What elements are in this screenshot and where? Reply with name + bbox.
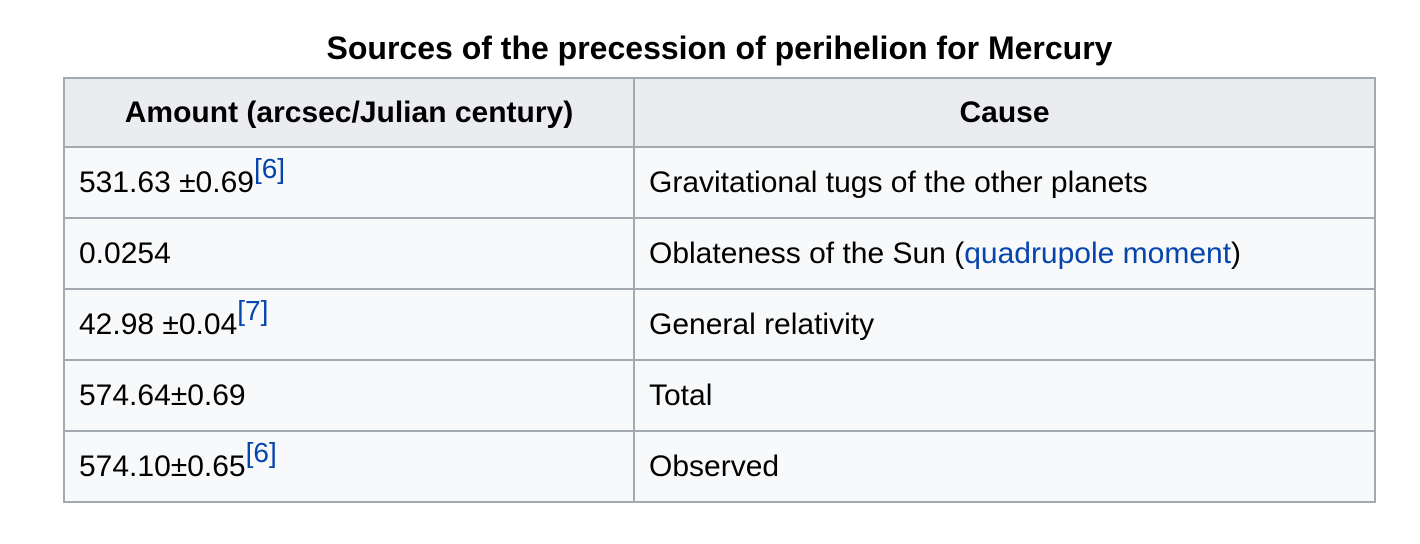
reference-link[interactable]: [6] [253,152,286,184]
cell-text: 42.98 ±0.04 [79,307,238,341]
link[interactable]: quadrupole moment [964,236,1232,270]
reference-link[interactable]: [6] [245,436,277,468]
table-head: Amount (arcsec/Julian century) Cause [63,77,1376,148]
reference: [7] [237,295,268,326]
table-cell: General relativity [633,288,1376,361]
cell-text: General relativity [649,307,875,341]
table-cell: 531.63 ±0.69[6] [63,146,635,219]
table-cell: Total [633,359,1376,432]
table-row: 574.64±0.69 Total [63,359,1376,432]
table-row: 0.0254 Oblateness of the Sun (quadrupole … [63,217,1376,290]
table-cell: Gravitational tugs of the other planets [633,146,1376,219]
table-body: 531.63 ±0.69[6] Gravitational tugs of the… [63,146,1376,503]
header-cell: Cause [633,77,1376,148]
cell-text: 0.0254 [79,236,171,270]
table-cell: 42.98 ±0.04[7] [63,288,635,361]
cell-text: ) [1231,236,1242,270]
header-row: Amount (arcsec/Julian century) Cause [63,77,1376,148]
cell-text: 574.64±0.69 [79,378,246,412]
header-cell: Amount (arcsec/Julian century) [63,77,635,148]
table-cell: 0.0254 [63,217,635,290]
reference: [6] [246,437,277,468]
cell-text: 574.10±0.65 [79,449,246,483]
cell-text: Observed [649,449,780,483]
table-cell: 574.10±0.65[6] [63,430,635,503]
table-cell: Oblateness of the Sun (quadrupole moment… [633,217,1376,290]
table-row: 531.63 ±0.69[6] Gravitational tugs of the… [63,146,1376,219]
table: Amount (arcsec/Julian century) Cause 531… [63,77,1376,503]
table-cell: 574.64±0.69 [63,359,635,432]
caption: Sources of the precession of perihelion … [326,30,1113,66]
table-cell: Observed [633,430,1376,503]
cell-text: 531.63 ±0.69 [79,165,254,199]
reference: [6] [254,153,285,184]
table-row: 42.98 ±0.04[7] General relativity [63,288,1376,361]
cell-text: Oblateness of the Sun ( [649,236,965,270]
cell-text: Gravitational tugs of the other planets [649,165,1148,199]
table-row: 574.10±0.65[6] Observed [63,430,1376,503]
table-wrap: Sources of the precession of perihelion … [63,26,1376,503]
reference-link[interactable]: [7] [237,294,269,326]
cell-text: Total [649,378,713,412]
